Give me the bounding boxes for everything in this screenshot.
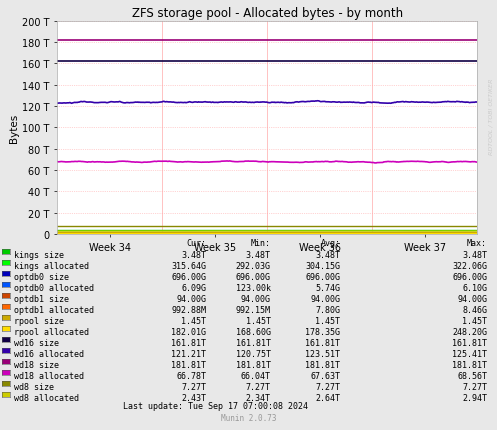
Text: 161.81T: 161.81T <box>236 338 271 347</box>
Text: 2.34T: 2.34T <box>246 393 271 402</box>
Text: rpool allocated: rpool allocated <box>14 327 89 336</box>
Text: 125.41T: 125.41T <box>452 349 487 358</box>
Text: 181.81T: 181.81T <box>171 359 206 369</box>
Text: 992.15M: 992.15M <box>236 305 271 314</box>
Text: 322.06G: 322.06G <box>452 261 487 270</box>
Text: optdb0 size: optdb0 size <box>14 272 69 281</box>
Text: 178.35G: 178.35G <box>306 327 340 336</box>
Text: 161.81T: 161.81T <box>452 338 487 347</box>
Text: 6.10G: 6.10G <box>462 283 487 292</box>
Text: optdb1 size: optdb1 size <box>14 294 69 303</box>
Text: Avg:: Avg: <box>321 239 340 248</box>
Text: 315.64G: 315.64G <box>171 261 206 270</box>
Text: Munin 2.0.73: Munin 2.0.73 <box>221 413 276 422</box>
Text: 7.27T: 7.27T <box>462 382 487 390</box>
Text: wd16 size: wd16 size <box>14 338 59 347</box>
Text: 182.01G: 182.01G <box>171 327 206 336</box>
Text: 5.74G: 5.74G <box>316 283 340 292</box>
Text: 248.20G: 248.20G <box>452 327 487 336</box>
Text: 1.45T: 1.45T <box>181 316 206 325</box>
Text: 292.03G: 292.03G <box>236 261 271 270</box>
Text: wd18 size: wd18 size <box>14 359 59 369</box>
Text: 94.00G: 94.00G <box>241 294 271 303</box>
Text: wd18 allocated: wd18 allocated <box>14 371 84 380</box>
Text: rpool size: rpool size <box>14 316 64 325</box>
Text: kings allocated: kings allocated <box>14 261 89 270</box>
Text: RDTOOL / TOBI OETIKER: RDTOOL / TOBI OETIKER <box>489 78 494 154</box>
Text: 3.48T: 3.48T <box>181 250 206 259</box>
Text: 6.09G: 6.09G <box>181 283 206 292</box>
Text: 1.45T: 1.45T <box>316 316 340 325</box>
Text: 181.81T: 181.81T <box>306 359 340 369</box>
Text: 66.04T: 66.04T <box>241 371 271 380</box>
Text: 304.15G: 304.15G <box>306 261 340 270</box>
Text: 94.00G: 94.00G <box>176 294 206 303</box>
Text: 3.48T: 3.48T <box>462 250 487 259</box>
Text: 696.00G: 696.00G <box>452 272 487 281</box>
Text: 181.81T: 181.81T <box>452 359 487 369</box>
Text: 94.00G: 94.00G <box>457 294 487 303</box>
Text: 7.27T: 7.27T <box>246 382 271 390</box>
Text: 120.75T: 120.75T <box>236 349 271 358</box>
Text: 161.81T: 161.81T <box>171 338 206 347</box>
Text: 7.80G: 7.80G <box>316 305 340 314</box>
Text: 161.81T: 161.81T <box>306 338 340 347</box>
Text: 123.51T: 123.51T <box>306 349 340 358</box>
Title: ZFS storage pool - Allocated bytes - by month: ZFS storage pool - Allocated bytes - by … <box>132 7 403 20</box>
Text: 68.56T: 68.56T <box>457 371 487 380</box>
Text: 696.00G: 696.00G <box>306 272 340 281</box>
Text: 67.63T: 67.63T <box>311 371 340 380</box>
Text: 696.00G: 696.00G <box>171 272 206 281</box>
Text: 1.45T: 1.45T <box>246 316 271 325</box>
Text: wd16 allocated: wd16 allocated <box>14 349 84 358</box>
Text: 3.48T: 3.48T <box>316 250 340 259</box>
Text: optdb1 allocated: optdb1 allocated <box>14 305 94 314</box>
Text: 2.43T: 2.43T <box>181 393 206 402</box>
Text: 992.88M: 992.88M <box>171 305 206 314</box>
Text: 3.48T: 3.48T <box>246 250 271 259</box>
Text: 696.00G: 696.00G <box>236 272 271 281</box>
Text: 2.94T: 2.94T <box>462 393 487 402</box>
Text: optdb0 allocated: optdb0 allocated <box>14 283 94 292</box>
Text: 2.64T: 2.64T <box>316 393 340 402</box>
Text: kings size: kings size <box>14 250 64 259</box>
Text: 1.45T: 1.45T <box>462 316 487 325</box>
Text: 123.00k: 123.00k <box>236 283 271 292</box>
Text: Last update: Tue Sep 17 07:00:08 2024: Last update: Tue Sep 17 07:00:08 2024 <box>123 401 308 410</box>
Text: wd8 allocated: wd8 allocated <box>14 393 79 402</box>
Text: Min:: Min: <box>251 239 271 248</box>
Text: 121.21T: 121.21T <box>171 349 206 358</box>
Text: Max:: Max: <box>467 239 487 248</box>
Text: 168.60G: 168.60G <box>236 327 271 336</box>
Text: 66.78T: 66.78T <box>176 371 206 380</box>
Text: 181.81T: 181.81T <box>236 359 271 369</box>
Y-axis label: Bytes: Bytes <box>9 114 19 142</box>
Text: 7.27T: 7.27T <box>316 382 340 390</box>
Text: 94.00G: 94.00G <box>311 294 340 303</box>
Text: Cur:: Cur: <box>186 239 206 248</box>
Text: wd8 size: wd8 size <box>14 382 54 390</box>
Text: 7.27T: 7.27T <box>181 382 206 390</box>
Text: 8.46G: 8.46G <box>462 305 487 314</box>
